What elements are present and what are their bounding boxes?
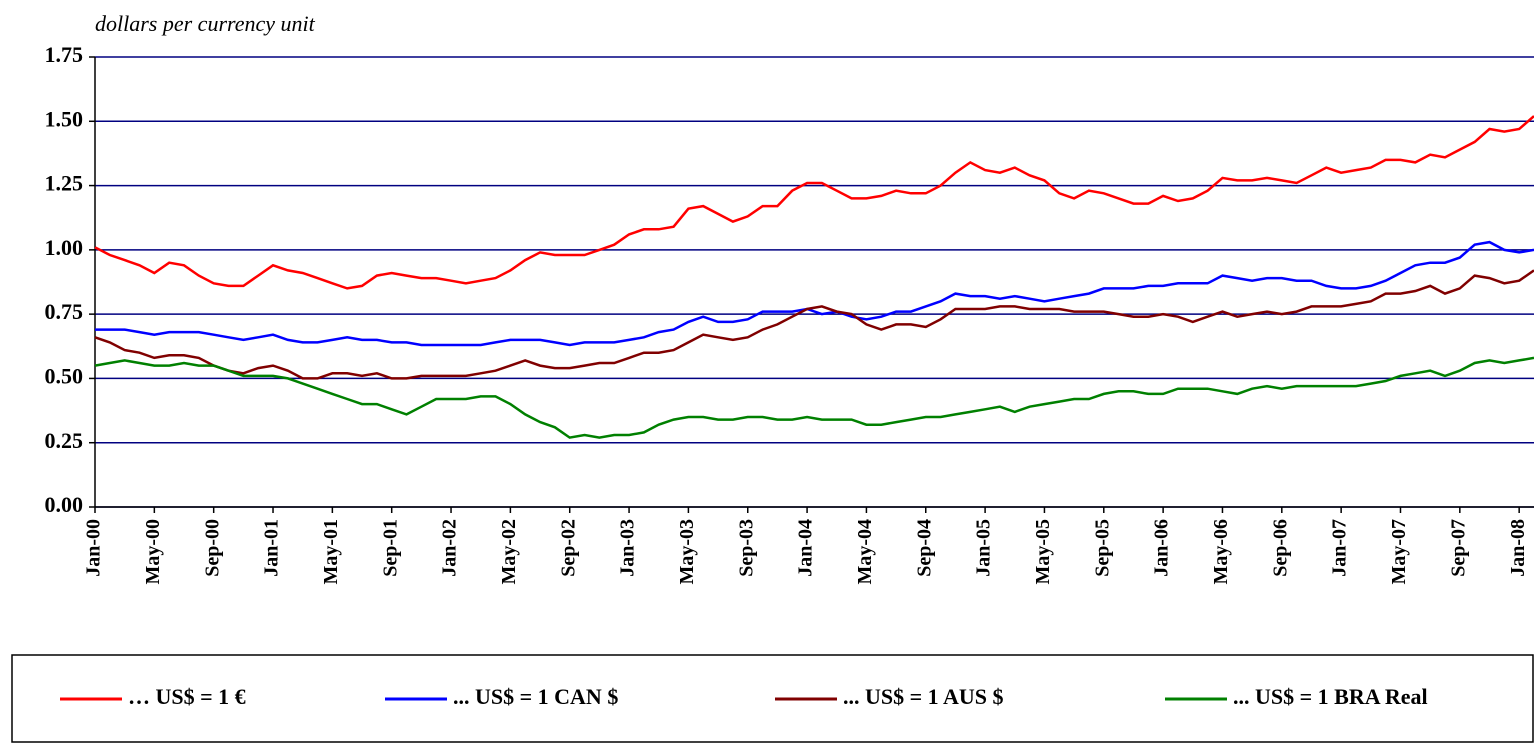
x-tick-label: May-07 xyxy=(1388,519,1410,585)
series-line xyxy=(94,269,1534,380)
y-tick-label: 0.00 xyxy=(45,492,84,517)
x-tick-label: Jan-03 xyxy=(617,519,639,577)
y-axis-label: dollars per currency unit xyxy=(95,11,316,36)
y-tick-label: 1.75 xyxy=(45,42,84,67)
x-tick-label: Jan-07 xyxy=(1329,519,1351,577)
x-tick-label: Sep-06 xyxy=(1269,519,1291,577)
x-tick-label: Jan-04 xyxy=(795,519,817,577)
series-line xyxy=(94,356,1534,439)
x-tick-label: May-00 xyxy=(142,519,164,585)
x-tick-label: May-02 xyxy=(498,519,520,585)
legend-label: ... US$ = 1 CAN $ xyxy=(453,684,618,709)
y-tick-label: 0.25 xyxy=(45,428,84,453)
series-line xyxy=(95,240,1534,347)
x-tick-label: Jan-00 xyxy=(83,519,105,577)
x-tick-label: May-01 xyxy=(320,519,342,585)
x-tick-label: Sep-07 xyxy=(1447,519,1469,577)
y-tick-label: 0.50 xyxy=(45,363,84,388)
x-tick-label: Jan-06 xyxy=(1151,519,1173,577)
x-tick-label: Jan-02 xyxy=(439,519,461,577)
series-line xyxy=(94,115,1534,290)
legend-label: ... US$ = 1 BRA Real xyxy=(1233,684,1428,709)
x-tick-label: May-04 xyxy=(854,519,876,585)
x-tick-label: Jan-01 xyxy=(261,519,283,577)
y-tick-label: 1.00 xyxy=(45,235,84,260)
legend-box xyxy=(11,654,1534,743)
x-tick-label: May-05 xyxy=(1032,519,1054,585)
y-tick-label: 0.75 xyxy=(45,299,84,324)
y-tick-label: 1.25 xyxy=(45,171,84,196)
x-tick-label: Jan-05 xyxy=(973,519,995,577)
x-tick-label: Sep-01 xyxy=(379,519,401,577)
x-tick-label: May-03 xyxy=(676,519,698,585)
x-tick-label: Sep-05 xyxy=(1091,519,1113,577)
x-tick-label: Sep-02 xyxy=(557,519,579,577)
x-tick-label: Sep-00 xyxy=(201,519,223,577)
x-tick-label: Sep-03 xyxy=(735,519,757,577)
legend-label: ... US$ = 1 AUS $ xyxy=(843,684,1003,709)
x-tick-label: May-06 xyxy=(1210,519,1232,585)
legend-label: … US$ = 1 € xyxy=(128,684,246,709)
x-tick-label: Sep-04 xyxy=(913,519,935,577)
x-tick-label: Jan-08 xyxy=(1507,519,1529,577)
y-tick-label: 1.50 xyxy=(45,106,84,131)
